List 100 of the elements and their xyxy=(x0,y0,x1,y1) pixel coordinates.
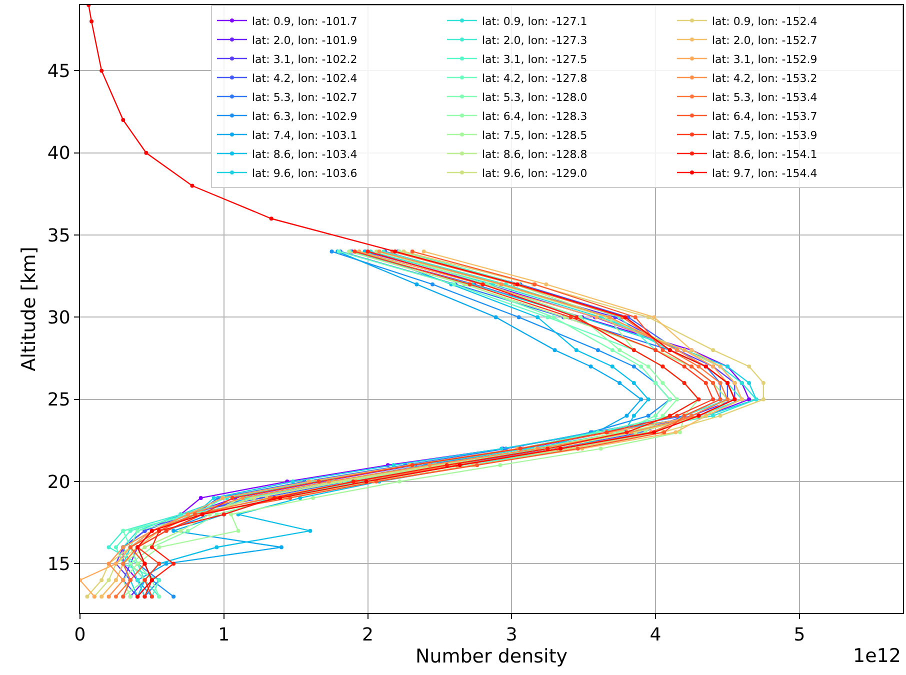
legend-label: lat: 6.3, lon: -102.9 xyxy=(252,110,358,123)
legend-label: lat: 2.0, lon: -152.7 xyxy=(712,34,818,47)
point xyxy=(229,512,234,516)
point xyxy=(675,414,680,418)
point xyxy=(747,364,752,369)
point xyxy=(574,315,578,320)
x-tick-label: 5 xyxy=(794,624,806,646)
point xyxy=(468,282,472,286)
legend-label: lat: 9.6, lon: -129.0 xyxy=(482,166,588,180)
point xyxy=(632,414,636,418)
point xyxy=(330,249,334,254)
legend-label: lat: 4.2, lon: -102.4 xyxy=(252,72,358,85)
point xyxy=(718,414,722,418)
point xyxy=(106,545,111,550)
legend-label: lat: 4.2, lon: -153.2 xyxy=(712,72,818,85)
point xyxy=(747,397,752,402)
point xyxy=(316,480,321,484)
point xyxy=(711,348,716,352)
x-tick-label: 1 xyxy=(218,624,230,646)
point xyxy=(392,463,396,468)
point xyxy=(552,348,557,352)
point xyxy=(747,380,752,385)
point xyxy=(397,480,402,484)
point xyxy=(544,282,548,286)
point xyxy=(311,496,316,500)
legend-label: lat: 7.4, lon: -103.1 xyxy=(252,128,358,142)
point xyxy=(704,380,708,385)
point xyxy=(696,364,701,369)
y-tick-label: 45 xyxy=(47,61,70,82)
legend-label: lat: 6.4, lon: -153.7 xyxy=(712,110,818,123)
point xyxy=(269,216,274,221)
point xyxy=(639,397,644,402)
legend-label: lat: 8.6, lon: -154.1 xyxy=(712,148,818,161)
point xyxy=(85,594,90,599)
point xyxy=(428,463,432,468)
legend-label: lat: 8.6, lon: -128.8 xyxy=(482,148,588,161)
point xyxy=(290,480,295,484)
point xyxy=(114,545,118,550)
point xyxy=(646,397,650,402)
point xyxy=(422,249,426,254)
point xyxy=(114,594,118,599)
legend-label: lat: 2.0, lon: -127.3 xyxy=(482,34,588,47)
y-tick-label: 40 xyxy=(47,143,70,164)
legend-label: lat: 0.9, lon: -101.7 xyxy=(252,14,358,28)
point xyxy=(498,463,502,468)
x-tick-label: 4 xyxy=(650,624,662,646)
point xyxy=(596,348,600,352)
point xyxy=(172,594,176,599)
legend-label: lat: 3.1, lon: -127.5 xyxy=(482,52,588,66)
point xyxy=(279,545,284,550)
point xyxy=(475,463,480,468)
x-tick-label: 0 xyxy=(74,624,86,646)
point xyxy=(660,380,665,385)
point xyxy=(574,348,578,352)
point xyxy=(551,315,556,320)
legend-label: lat: 8.6, lon: -103.4 xyxy=(252,148,358,161)
point xyxy=(610,348,614,352)
point xyxy=(366,249,370,254)
x-axis-title: Number density xyxy=(415,646,568,668)
point xyxy=(624,414,629,418)
point xyxy=(157,545,162,550)
point xyxy=(100,68,104,73)
point xyxy=(610,364,614,369)
legend-label: lat: 9.6, lon: -103.6 xyxy=(252,166,358,180)
legend-label: lat: 5.3, lon: -153.4 xyxy=(712,90,818,104)
legend-label: lat: 7.5, lon: -153.9 xyxy=(712,128,818,142)
point xyxy=(624,430,629,434)
point xyxy=(576,446,580,451)
point xyxy=(623,315,628,320)
point xyxy=(516,315,521,320)
point xyxy=(598,446,603,451)
text: 1e12 xyxy=(853,645,901,667)
point xyxy=(761,380,766,385)
point xyxy=(646,364,650,369)
point xyxy=(632,380,636,385)
legend-label: lat: 0.9, lon: -127.1 xyxy=(482,14,588,28)
point xyxy=(588,364,593,369)
x-tick-label: 3 xyxy=(506,624,518,646)
point xyxy=(494,315,498,320)
legend-label: lat: 5.3, lon: -128.0 xyxy=(482,90,588,104)
point xyxy=(230,496,235,500)
legend-label: lat: 5.3, lon: -102.7 xyxy=(252,90,358,104)
point xyxy=(646,414,650,418)
legend-label: lat: 3.1, lon: -102.2 xyxy=(252,52,358,66)
point xyxy=(393,249,398,254)
point xyxy=(604,430,609,434)
point xyxy=(308,528,312,533)
y-tick-label: 20 xyxy=(47,472,70,493)
point xyxy=(90,19,94,24)
legend-label: lat: 4.2, lon: -127.8 xyxy=(482,72,588,85)
point xyxy=(186,528,190,533)
point xyxy=(198,496,203,500)
point xyxy=(121,118,126,122)
point xyxy=(410,249,414,254)
point xyxy=(682,364,686,369)
point xyxy=(172,528,176,533)
point xyxy=(674,430,678,434)
y-tick-label: 35 xyxy=(47,225,70,246)
point xyxy=(142,545,147,550)
point xyxy=(536,315,540,320)
